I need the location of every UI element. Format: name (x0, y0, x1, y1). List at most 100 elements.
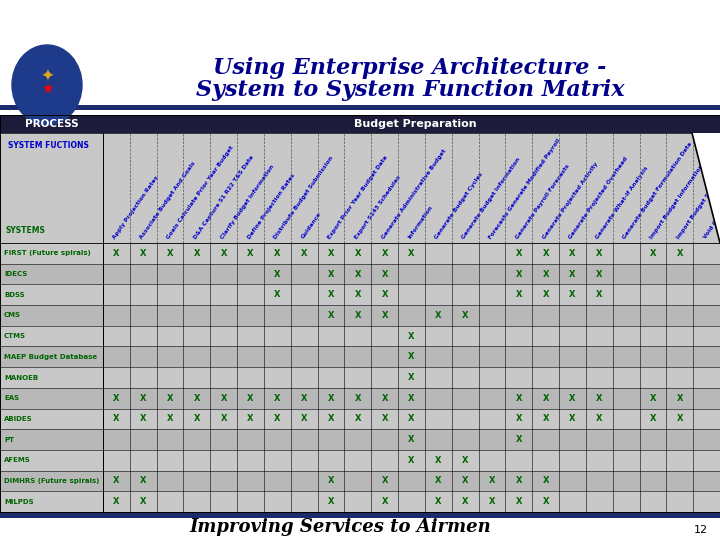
Bar (0, 450, 720, 471)
Text: X: X (516, 290, 522, 299)
Text: X: X (301, 394, 307, 403)
Text: Using Enterprise Architecture -: Using Enterprise Architecture - (213, 57, 607, 79)
Text: X: X (382, 249, 388, 258)
Text: Information: Information (408, 205, 434, 240)
Text: X: X (677, 249, 683, 258)
Text: X: X (382, 394, 388, 403)
Text: X: X (462, 456, 469, 465)
Text: X: X (516, 414, 522, 423)
Text: X: X (542, 249, 549, 258)
Text: X: X (462, 497, 469, 506)
Bar (0, 326, 720, 347)
Bar (0, 115, 720, 512)
Bar (0, 285, 720, 305)
Text: X: X (489, 476, 495, 485)
Text: Generate Projected Activity: Generate Projected Activity (541, 161, 599, 240)
Text: X: X (649, 414, 656, 423)
Bar (0, 264, 720, 285)
Ellipse shape (12, 45, 82, 125)
Text: ★: ★ (41, 82, 53, 96)
Text: X: X (382, 497, 388, 506)
Bar (0, 115, 720, 133)
Text: X: X (408, 352, 415, 361)
Text: Generate Budget Cycles: Generate Budget Cycles (434, 172, 485, 240)
Text: MAEP Budget Database: MAEP Budget Database (4, 354, 97, 360)
Text: X: X (354, 311, 361, 320)
Text: Apply Projection Rates: Apply Projection Rates (112, 175, 160, 240)
Text: X: X (382, 476, 388, 485)
Text: ✦: ✦ (40, 68, 54, 86)
Text: X: X (462, 476, 469, 485)
Text: AFEMS: AFEMS (4, 457, 31, 463)
Text: X: X (516, 435, 522, 444)
Bar (0, 491, 720, 512)
Text: X: X (462, 311, 469, 320)
Text: X: X (516, 476, 522, 485)
Text: MILPDS: MILPDS (4, 498, 34, 505)
Text: X: X (220, 249, 227, 258)
Text: X: X (408, 332, 415, 341)
Text: X: X (274, 394, 281, 403)
Bar (0, 512, 720, 518)
Text: Generate Projected Overhead: Generate Projected Overhead (568, 156, 629, 240)
Text: DIMHRS (Future spirals): DIMHRS (Future spirals) (4, 478, 99, 484)
Text: X: X (435, 497, 441, 506)
Text: X: X (570, 290, 576, 299)
Text: Generate Payroll Forecasts: Generate Payroll Forecasts (515, 163, 570, 240)
Text: D&A Capture S1 R22 T&S Data: D&A Capture S1 R22 T&S Data (193, 154, 255, 240)
Text: X: X (113, 394, 120, 403)
Text: X: X (408, 373, 415, 382)
Text: Associate Budget And Goals: Associate Budget And Goals (139, 160, 197, 240)
Text: X: X (328, 311, 334, 320)
Text: X: X (247, 249, 253, 258)
Text: PT: PT (4, 436, 14, 443)
Text: X: X (382, 414, 388, 423)
Polygon shape (692, 133, 720, 243)
Text: X: X (570, 414, 576, 423)
Text: X: X (113, 476, 120, 485)
Text: Distribute Budget Submission: Distribute Budget Submission (274, 155, 335, 240)
Text: Generate Administrative Budget: Generate Administrative Budget (381, 148, 447, 240)
Text: X: X (354, 414, 361, 423)
Bar (0, 367, 720, 388)
Text: X: X (220, 394, 227, 403)
Text: SYSTEMS: SYSTEMS (6, 226, 46, 235)
Text: X: X (516, 394, 522, 403)
Text: X: X (542, 290, 549, 299)
Text: X: X (194, 414, 200, 423)
Bar (0, 0, 720, 110)
Text: X: X (677, 414, 683, 423)
Text: X: X (408, 249, 415, 258)
Text: SYSTEM FUCTIONS: SYSTEM FUCTIONS (8, 141, 89, 150)
Text: X: X (140, 249, 146, 258)
Text: X: X (596, 269, 603, 279)
Text: X: X (274, 290, 281, 299)
Text: X: X (542, 476, 549, 485)
Text: Forecasts Generate Modified Payroll: Forecasts Generate Modified Payroll (488, 138, 562, 240)
Text: X: X (354, 269, 361, 279)
Text: Goals Calculate Prior Year Budget: Goals Calculate Prior Year Budget (166, 145, 235, 240)
Text: Import Budget Submission: Import Budget Submission (675, 165, 720, 240)
Text: Export S143 Schedules: Export S143 Schedules (354, 174, 402, 240)
Text: X: X (301, 249, 307, 258)
Bar (0, 409, 720, 429)
Text: X: X (408, 456, 415, 465)
Text: PROCESS: PROCESS (25, 119, 78, 129)
Text: X: X (328, 394, 334, 403)
Text: X: X (113, 249, 120, 258)
Text: X: X (570, 249, 576, 258)
Text: X: X (328, 414, 334, 423)
Text: Import Budget Information: Import Budget Information (649, 164, 704, 240)
Text: System to System Function Matrix: System to System Function Matrix (196, 79, 624, 101)
Text: Guidance: Guidance (300, 212, 322, 240)
Text: X: X (408, 414, 415, 423)
Bar (0, 429, 720, 450)
Text: X: X (542, 414, 549, 423)
Text: X: X (542, 497, 549, 506)
Text: X: X (408, 394, 415, 403)
Text: Void Guidance: Void Guidance (703, 198, 720, 240)
Bar (0, 388, 720, 409)
Text: Define Projection Rates: Define Projection Rates (246, 173, 296, 240)
Text: X: X (677, 394, 683, 403)
Text: X: X (354, 394, 361, 403)
